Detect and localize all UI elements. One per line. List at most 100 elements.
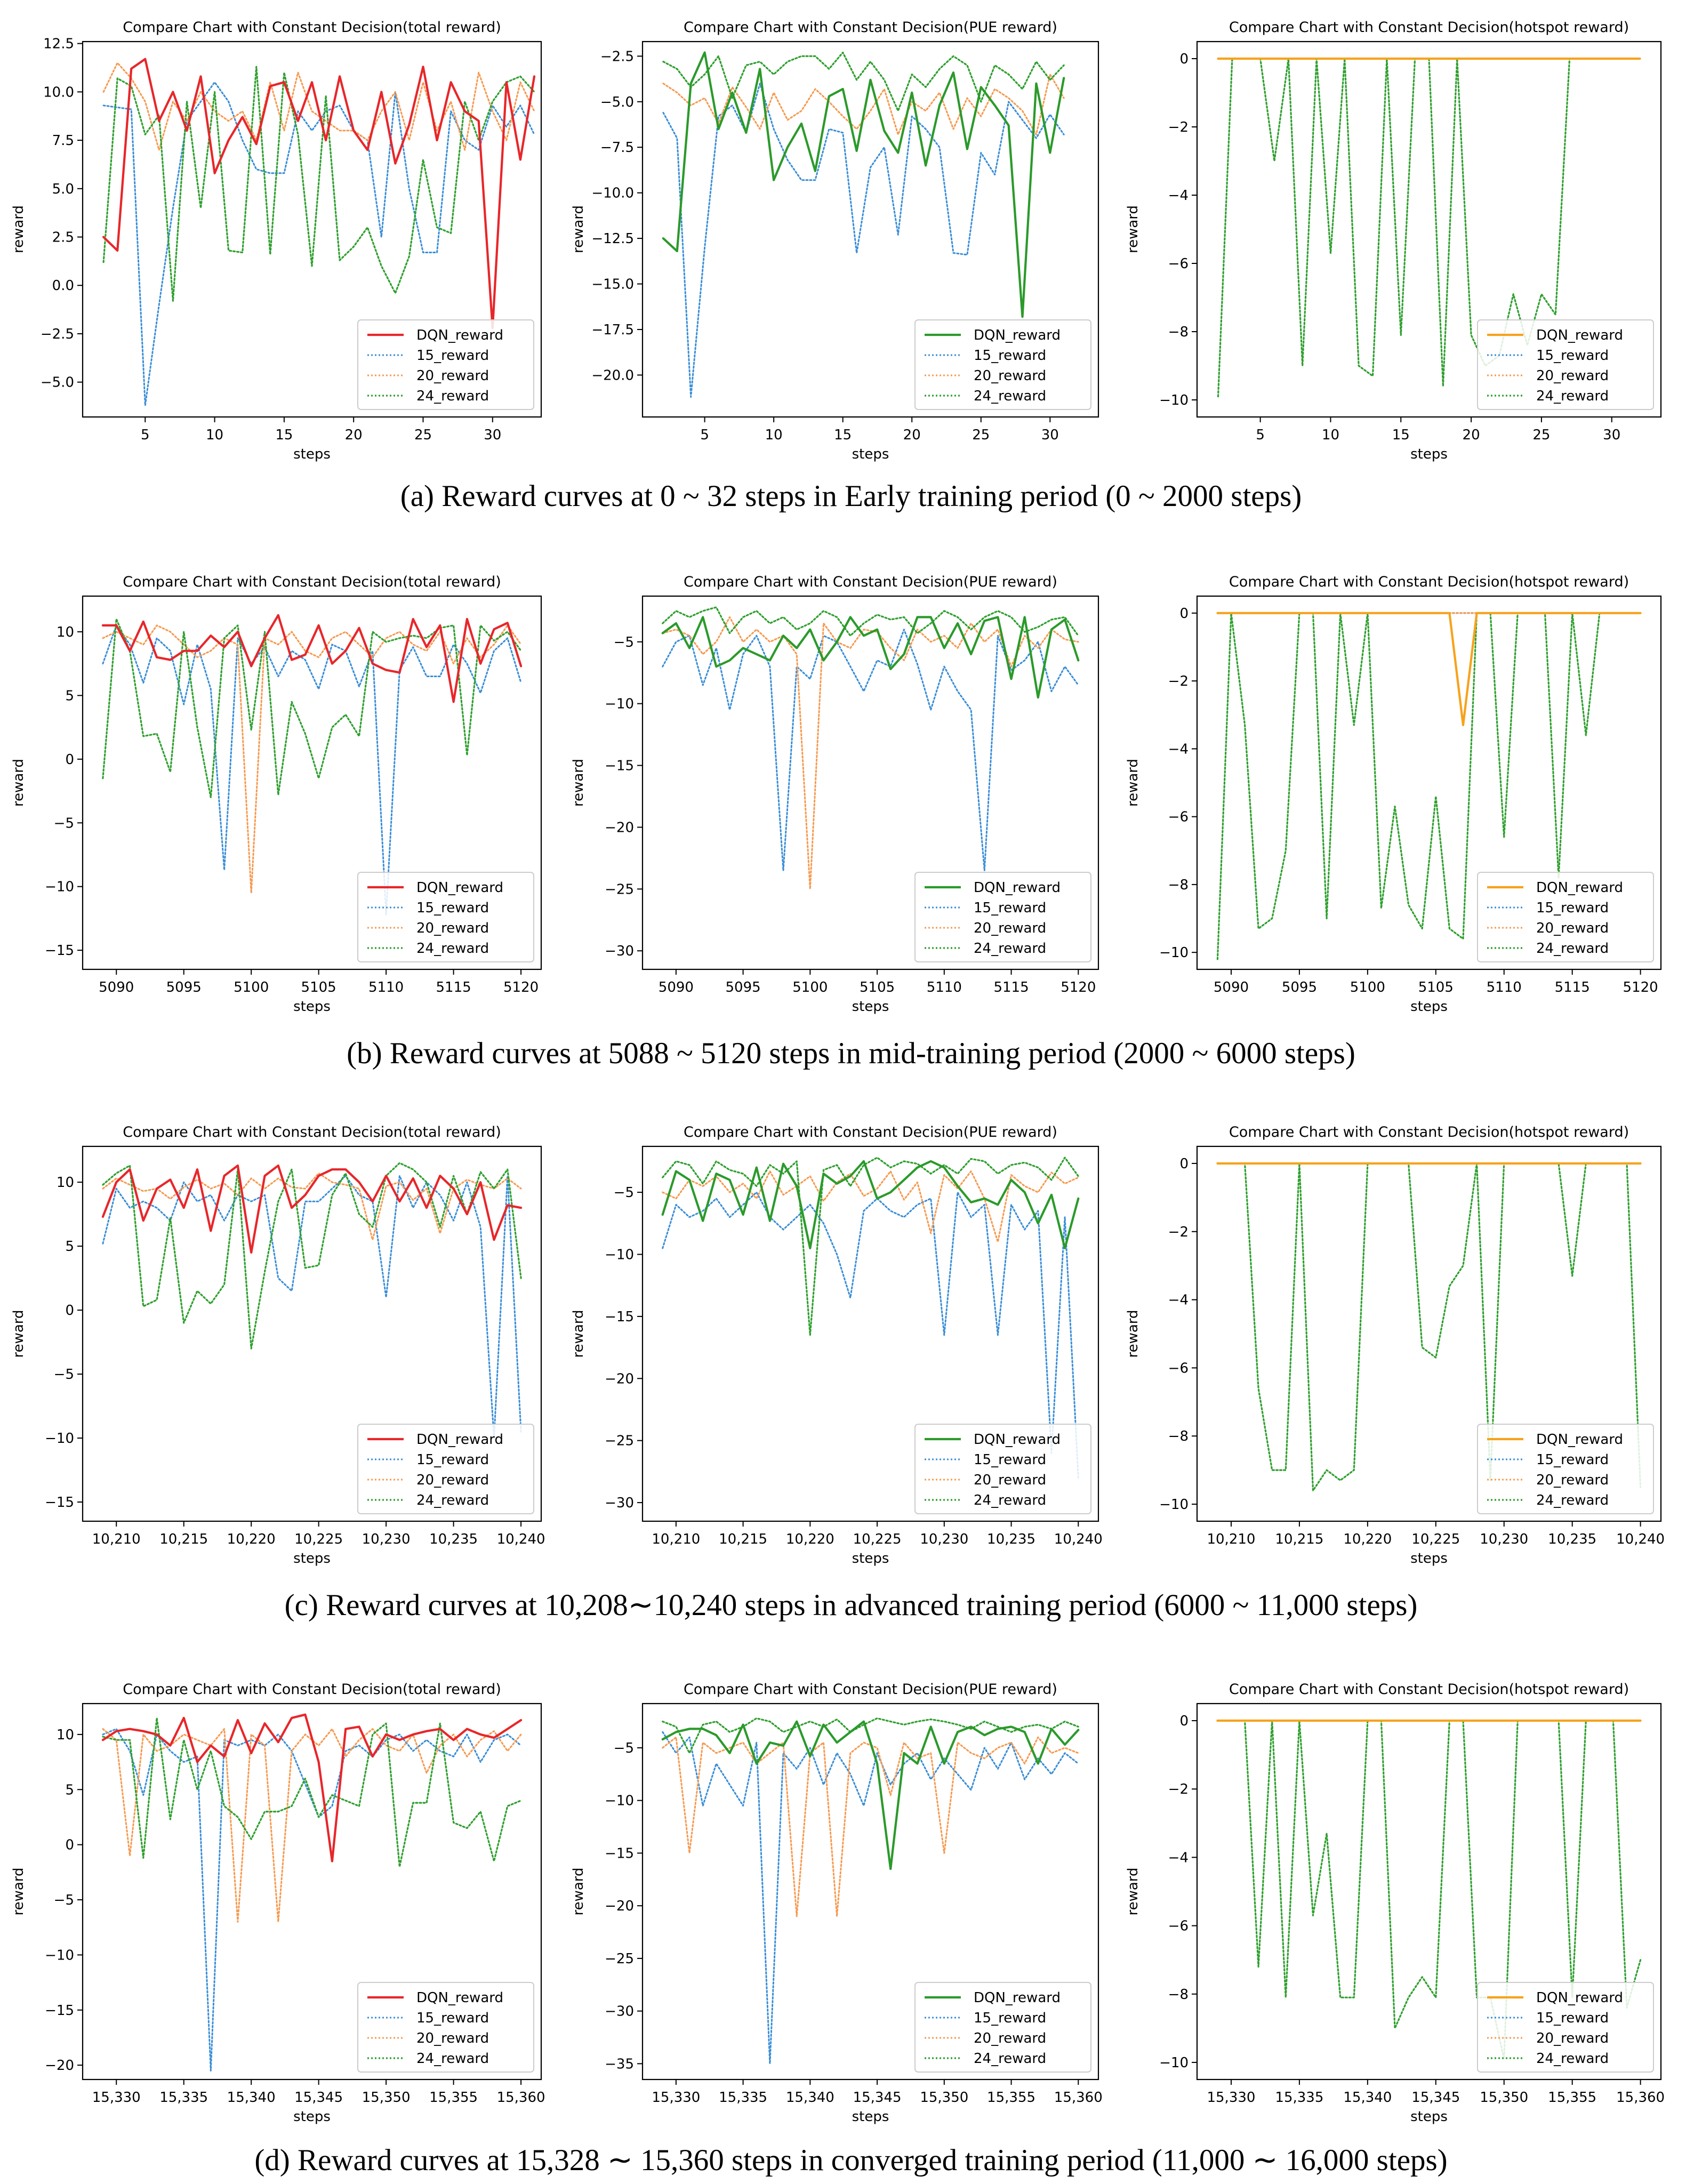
legend-label: 24_reward	[416, 388, 489, 404]
plot-area	[662, 51, 1065, 398]
x-axis-label: steps	[1410, 2109, 1448, 2125]
y-axis-label: reward	[571, 1867, 587, 1915]
legend-box	[357, 1982, 534, 2073]
legend: DQN_reward 15_reward 20_reward 24_reward	[357, 319, 534, 410]
legend-label: DQN_reward	[1536, 880, 1623, 896]
y-tick-label: 5	[65, 1239, 74, 1255]
series-line-15_reward	[662, 83, 1065, 398]
y-tick-label: −20.0	[591, 367, 634, 383]
x-tick-label: 5090	[1214, 979, 1249, 995]
x-tick-label: 5105	[860, 979, 895, 995]
x-axis-label: steps	[293, 2109, 331, 2125]
chart-title: Compare Chart with Constant Decision(tot…	[123, 574, 501, 590]
x-tick-label: 10,235	[429, 1531, 478, 1547]
x-tick-label: 15,350	[362, 2090, 411, 2106]
series-line-20_reward	[662, 74, 1065, 135]
legend-label: 24_reward	[974, 2051, 1046, 2067]
y-tick-label: −4	[1168, 1850, 1189, 1866]
x-axis-label: steps	[1410, 446, 1448, 462]
legend-label: 15_reward	[416, 348, 489, 364]
x-tick-label: 5120	[1061, 979, 1096, 995]
chart-d3: Compare Chart with Constant Decision(hot…	[1125, 1681, 1665, 2125]
x-tick-label: 15,335	[1275, 2090, 1323, 2106]
y-tick-label: −6	[1168, 256, 1189, 272]
x-tick-label: 10,240	[497, 1531, 545, 1547]
legend-label: 15_reward	[1536, 348, 1609, 364]
y-tick-label: −10	[1159, 1497, 1189, 1513]
y-tick-label: −30	[605, 2004, 634, 2020]
series-line-20_reward	[102, 624, 522, 894]
x-tick-label: 15,355	[429, 2090, 478, 2106]
x-tick-label: 10	[206, 427, 223, 443]
legend-label: 24_reward	[974, 941, 1046, 957]
x-tick-label: 5	[141, 427, 150, 443]
x-tick-label: 15	[834, 427, 852, 443]
plot-frame	[641, 1703, 1099, 2081]
x-tick-label: 10,220	[786, 1531, 834, 1547]
x-tick-label: 5090	[99, 979, 134, 995]
chart-title: Compare Chart with Constant Decision(PUE…	[684, 1681, 1057, 1698]
legend: DQN_reward 15_reward 20_reward 24_reward	[914, 1982, 1091, 2073]
legend-label: 24_reward	[1536, 388, 1609, 404]
y-tick-label: 5	[65, 688, 74, 704]
legend-label: 15_reward	[974, 2010, 1046, 2026]
y-tick-label: 0	[1179, 51, 1189, 67]
x-tick-label: 5105	[301, 979, 336, 995]
y-axis-label: reward	[1125, 759, 1141, 807]
legend-label: 20_reward	[416, 2030, 489, 2046]
legend-label: 20_reward	[974, 920, 1046, 936]
x-axis-label: steps	[293, 446, 331, 462]
legend: DQN_reward 15_reward 20_reward 24_reward	[357, 1424, 534, 1514]
plot-area	[101, 1713, 523, 2071]
x-tick-label: 15,345	[1411, 2090, 1460, 2106]
x-tick-label: 10,215	[719, 1531, 767, 1547]
y-tick-label: −15	[605, 1845, 634, 1861]
chart-title: Compare Chart with Constant Decision(PUE…	[684, 574, 1057, 590]
plot-area	[1216, 1162, 1642, 1492]
y-tick-label: 2.5	[52, 230, 74, 246]
legend: DQN_reward 15_reward 20_reward 24_reward	[1477, 1424, 1654, 1514]
plot-area	[661, 1157, 1080, 1479]
legend-label: 24_reward	[1536, 941, 1609, 957]
legend-box	[1477, 1982, 1654, 2073]
y-tick-label: −5	[54, 1892, 74, 1908]
y-tick-label: −10	[1159, 392, 1189, 408]
x-tick-label: 15,360	[1054, 2090, 1103, 2106]
legend: DQN_reward 15_reward 20_reward 24_reward	[357, 872, 534, 962]
x-tick-label: 5110	[1487, 979, 1522, 995]
series-line-24_reward	[102, 1162, 522, 1350]
plot-frame	[1196, 1703, 1662, 2081]
y-tick-label: −17.5	[591, 322, 634, 338]
series-line-DQN_reward	[101, 614, 523, 703]
x-tick-label: 15,335	[159, 2090, 208, 2106]
series-line-24_reward	[662, 51, 1065, 112]
legend-label: DQN_reward	[974, 327, 1061, 343]
chart-title: Compare Chart with Constant Decision(tot…	[123, 19, 501, 36]
x-tick-label: 15,330	[652, 2090, 700, 2106]
y-tick-label: 10.0	[43, 84, 74, 100]
y-tick-label: −8	[1168, 324, 1189, 340]
chart-title: Compare Chart with Constant Decision(tot…	[123, 1124, 501, 1141]
chart-b3: Compare Chart with Constant Decision(hot…	[1125, 574, 1662, 1015]
y-tick-label: −20	[45, 2058, 74, 2074]
legend-label: 20_reward	[974, 2030, 1046, 2046]
y-tick-label: −15	[45, 1495, 74, 1511]
series-line-DQN_reward	[661, 616, 1080, 699]
y-tick-label: −2.5	[41, 326, 74, 342]
x-tick-label: 10,225	[294, 1531, 343, 1547]
plot-frame	[82, 595, 542, 970]
y-tick-label: 0	[65, 1303, 74, 1319]
legend-label: 15_reward	[974, 1452, 1046, 1468]
series-line-DQN_reward	[661, 1160, 1080, 1249]
y-tick-label: 0	[65, 752, 74, 768]
x-tick-label: 30	[1603, 427, 1620, 443]
legend-label: 15_reward	[416, 900, 489, 916]
x-tick-label: 5095	[726, 979, 761, 995]
y-tick-label: −7.5	[600, 140, 634, 156]
y-tick-label: −4	[1168, 741, 1189, 757]
y-tick-label: −12.5	[591, 231, 634, 247]
caption-b: (b) Reward curves at 5088 ~ 5120 steps i…	[347, 1037, 1355, 1070]
y-tick-label: −2	[1168, 1224, 1189, 1240]
plot-area	[102, 58, 536, 406]
